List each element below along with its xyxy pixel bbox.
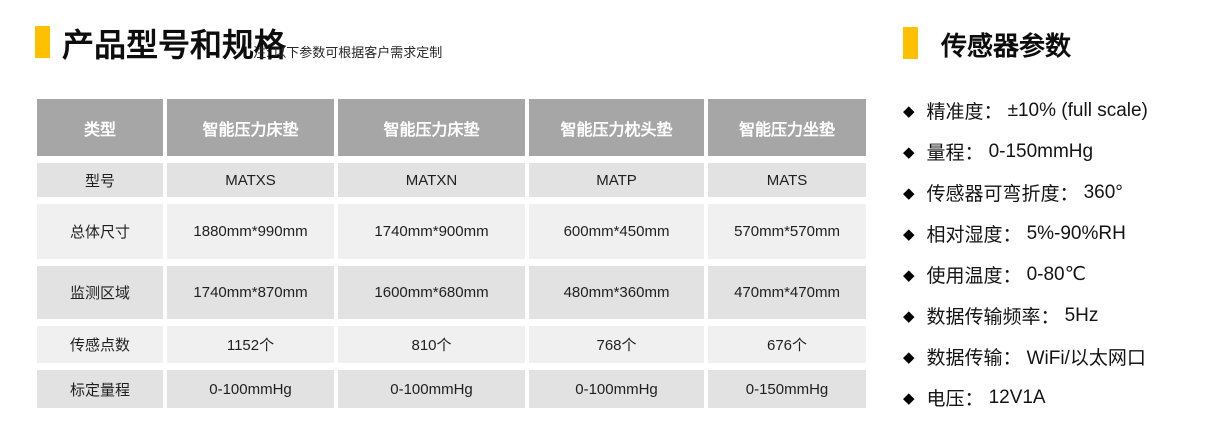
accent-bar-icon — [35, 26, 50, 58]
diamond-bullet-icon: ◆ — [903, 307, 915, 325]
table-cell: 1152个 — [167, 326, 334, 363]
product-spec-table: 类型 智能压力床垫 智能压力床垫 智能压力枕头垫 智能压力坐垫 型号 MATXS… — [37, 99, 866, 408]
list-item: ◆ 相对湿度： 5%-90%RH — [903, 213, 1213, 254]
table-cell: MATXN — [338, 163, 525, 197]
table-cell: 480mm*360mm — [529, 266, 704, 319]
diamond-bullet-icon: ◆ — [903, 348, 915, 366]
diamond-bullet-icon: ◆ — [903, 102, 915, 120]
table-header-cell: 智能压力枕头垫 — [529, 99, 704, 156]
table-cell: 1740mm*870mm — [167, 266, 334, 319]
parameter-value: ±10% (full scale) — [1007, 99, 1148, 121]
parameter-label: 精准度： — [926, 102, 1003, 123]
row-label-cell: 传感点数 — [37, 326, 163, 363]
diamond-bullet-icon: ◆ — [903, 389, 915, 407]
table-header-cell: 智能压力坐垫 — [708, 99, 866, 156]
parameter-value: 0-80℃ — [1026, 264, 1086, 285]
list-item: ◆ 量程： 0-150mmHg — [903, 131, 1213, 172]
list-item: ◆ 使用温度： 0-80℃ — [903, 254, 1213, 295]
table-cell: 810个 — [338, 326, 525, 363]
diamond-bullet-icon: ◆ — [903, 266, 915, 284]
parameter-value: 5%-90%RH — [1026, 222, 1126, 244]
parameter-label: 相对湿度： — [926, 225, 1022, 246]
parameter-label: 数据传输频率： — [926, 307, 1060, 328]
parameter-value: 5Hz — [1064, 304, 1099, 326]
table-header-cell: 智能压力床垫 — [338, 99, 525, 156]
parameter-label: 数据传输： — [926, 348, 1022, 369]
row-label-cell: 标定量程 — [37, 370, 163, 408]
table-cell: 768个 — [529, 326, 704, 363]
list-item: ◆ 传感器可弯折度： 360° — [903, 172, 1213, 213]
parameter-value: 0-150mmHg — [988, 140, 1094, 162]
parameter-label: 电压： — [926, 389, 984, 410]
list-item: ◆ 数据传输： WiFi/以太网口 — [903, 336, 1213, 377]
table-cell: MATP — [529, 163, 704, 197]
table-cell: MATS — [708, 163, 866, 197]
diamond-bullet-icon: ◆ — [903, 143, 915, 161]
table-cell: 0-100mmHg — [338, 370, 525, 408]
row-label-cell: 型号 — [37, 163, 163, 197]
table-cell: 470mm*470mm — [708, 266, 866, 319]
table-cell: 0-100mmHg — [167, 370, 334, 408]
table-cell: 0-100mmHg — [529, 370, 704, 408]
parameter-label: 量程： — [926, 143, 984, 164]
table-cell: 1600mm*680mm — [338, 266, 525, 319]
sensor-section-title: 传感器参数 — [941, 31, 1072, 61]
page-title: 产品型号和规格 — [62, 27, 287, 63]
list-item: ◆ 精准度： ±10% (full scale) — [903, 90, 1213, 131]
parameter-value: WiFi/以太网口 — [1026, 348, 1146, 369]
customization-note: 注: 以下参数可根据客户需求定制 — [253, 45, 443, 60]
accent-bar-icon — [903, 27, 918, 59]
diamond-bullet-icon: ◆ — [903, 225, 915, 243]
table-cell: 0-150mmHg — [708, 370, 866, 408]
list-item: ◆ 数据传输频率： 5Hz — [903, 295, 1213, 336]
sensor-parameter-list: ◆ 精准度： ±10% (full scale) ◆ 量程： 0-150mmHg… — [903, 90, 1213, 418]
row-label-cell: 总体尺寸 — [37, 204, 163, 259]
table-cell: 600mm*450mm — [529, 204, 704, 259]
table-cell: 1740mm*900mm — [338, 204, 525, 259]
table-cell: MATXS — [167, 163, 334, 197]
diamond-bullet-icon: ◆ — [903, 184, 915, 202]
row-label-cell: 监测区域 — [37, 266, 163, 319]
list-item: ◆ 电压： 12V1A — [903, 377, 1213, 418]
parameter-value: 360° — [1083, 181, 1123, 203]
table-cell: 1880mm*990mm — [167, 204, 334, 259]
table-header-cell: 智能压力床垫 — [167, 99, 334, 156]
parameter-value: 12V1A — [988, 386, 1046, 408]
table-header-cell: 类型 — [37, 99, 163, 156]
table-cell: 570mm*570mm — [708, 204, 866, 259]
parameter-label: 使用温度： — [926, 266, 1022, 287]
parameter-label: 传感器可弯折度： — [926, 184, 1079, 205]
table-cell: 676个 — [708, 326, 866, 363]
